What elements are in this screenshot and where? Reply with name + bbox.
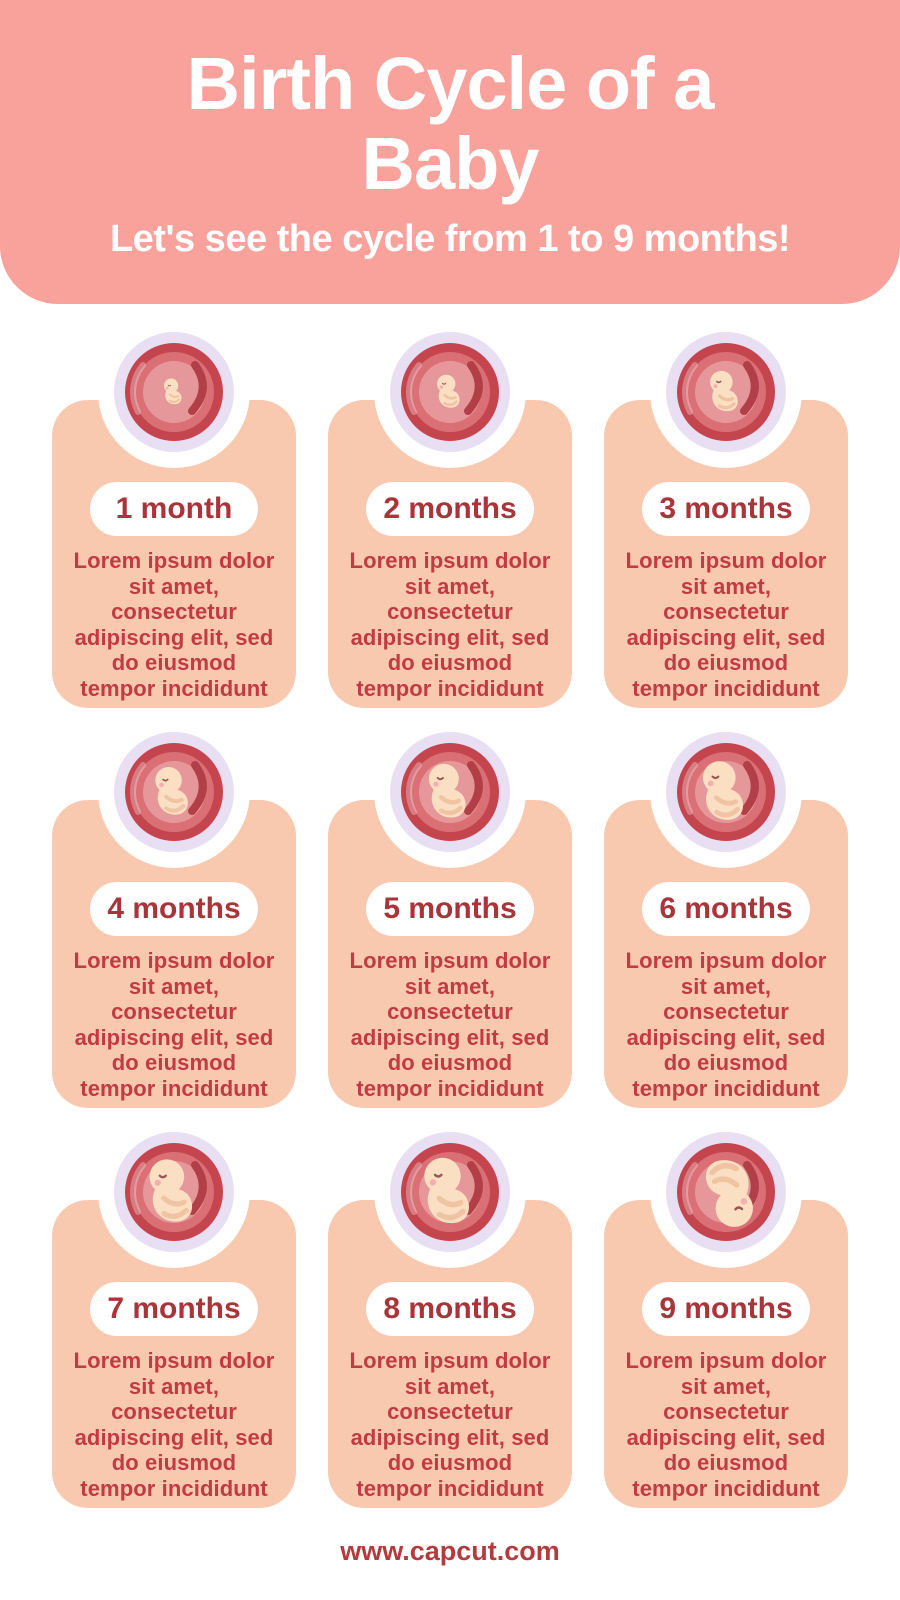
card-content: 5 months Lorem ipsum dolor sit amet, con… (328, 882, 572, 1190)
month-card-5: 5 months Lorem ipsum dolor sit amet, con… (328, 716, 572, 1108)
month-description: Lorem ipsum dolor sit amet, consectetur … (349, 948, 551, 1101)
page-subtitle: Let's see the cycle from 1 to 9 months! (109, 217, 791, 260)
month-label-pill: 4 months (90, 882, 258, 936)
month-description: Lorem ipsum dolor sit amet, consectetur … (73, 948, 275, 1101)
page-title: Birth Cycle of a Baby (186, 42, 715, 205)
month-card-7: 7 months Lorem ipsum dolor sit amet, con… (52, 1116, 296, 1508)
card-content: 4 months Lorem ipsum dolor sit amet, con… (52, 882, 296, 1190)
month-card-6: 6 months Lorem ipsum dolor sit amet, con… (604, 716, 848, 1108)
month-label: 7 months (107, 1292, 241, 1325)
month-label-pill: 9 months (642, 1282, 810, 1336)
month-description: Lorem ipsum dolor sit amet, consectetur … (73, 548, 275, 701)
month-label: 5 months (383, 892, 517, 925)
month-label: 9 months (659, 1292, 793, 1325)
month-label: 1 month (115, 492, 233, 525)
month-label-pill: 1 month (90, 482, 258, 536)
footer: www.capcut.com (0, 1536, 900, 1567)
month-description: Lorem ipsum dolor sit amet, consectetur … (625, 948, 827, 1101)
card-content: 7 months Lorem ipsum dolor sit amet, con… (52, 1282, 296, 1590)
month-label: 3 months (659, 492, 793, 525)
card-content: 9 months Lorem ipsum dolor sit amet, con… (604, 1282, 848, 1590)
website-text: www.capcut.com (340, 1536, 560, 1566)
card-content: 2 months Lorem ipsum dolor sit amet, con… (328, 482, 572, 790)
month-label-pill: 8 months (366, 1282, 534, 1336)
header-banner: Birth Cycle of a Baby Let's see the cycl… (0, 0, 900, 304)
fetus-month-2-icon (390, 332, 510, 452)
month-label: 6 months (659, 892, 793, 925)
month-description: Lorem ipsum dolor sit amet, consectetur … (73, 1348, 275, 1501)
month-label: 8 months (383, 1292, 517, 1325)
month-description: Lorem ipsum dolor sit amet, consectetur … (349, 548, 551, 701)
month-label-pill: 3 months (642, 482, 810, 536)
fetus-month-3-icon (666, 332, 786, 452)
card-content: 3 months Lorem ipsum dolor sit amet, con… (604, 482, 848, 790)
month-description: Lorem ipsum dolor sit amet, consectetur … (625, 1348, 827, 1501)
month-card-4: 4 months Lorem ipsum dolor sit amet, con… (52, 716, 296, 1108)
month-label-pill: 2 months (366, 482, 534, 536)
month-label-pill: 7 months (90, 1282, 258, 1336)
embryo-month-1-icon (114, 332, 234, 452)
month-description: Lorem ipsum dolor sit amet, consectetur … (625, 548, 827, 701)
month-label: 4 months (107, 892, 241, 925)
month-card-1: 1 month Lorem ipsum dolor sit amet, cons… (52, 316, 296, 708)
month-label-pill: 5 months (366, 882, 534, 936)
month-label-pill: 6 months (642, 882, 810, 936)
month-card-9: 9 months Lorem ipsum dolor sit amet, con… (604, 1116, 848, 1508)
month-description: Lorem ipsum dolor sit amet, consectetur … (349, 1348, 551, 1501)
card-content: 1 month Lorem ipsum dolor sit amet, cons… (52, 482, 296, 790)
months-grid: 1 month Lorem ipsum dolor sit amet, cons… (52, 316, 848, 1508)
month-card-8: 8 months Lorem ipsum dolor sit amet, con… (328, 1116, 572, 1508)
month-label: 2 months (383, 492, 517, 525)
card-content: 8 months Lorem ipsum dolor sit amet, con… (328, 1282, 572, 1590)
month-card-3: 3 months Lorem ipsum dolor sit amet, con… (604, 316, 848, 708)
month-card-2: 2 months Lorem ipsum dolor sit amet, con… (328, 316, 572, 708)
card-content: 6 months Lorem ipsum dolor sit amet, con… (604, 882, 848, 1190)
